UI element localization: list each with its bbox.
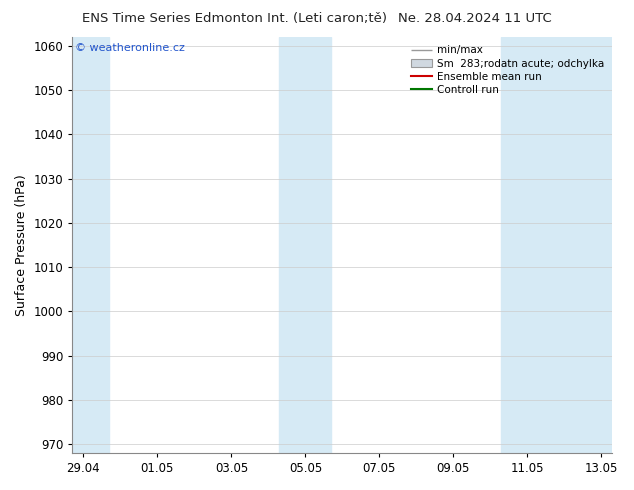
Legend: min/max, Sm  283;rodatn acute; odchylka, Ensemble mean run, Controll run: min/max, Sm 283;rodatn acute; odchylka, … (408, 42, 607, 98)
Bar (280, 37, 332, 453)
Bar (72, 37, 109, 453)
Bar (501, 37, 612, 453)
Text: ENS Time Series Edmonton Int. (Leti caron;tě): ENS Time Series Edmonton Int. (Leti caro… (82, 12, 387, 25)
Y-axis label: Surface Pressure (hPa): Surface Pressure (hPa) (15, 174, 28, 316)
Text: Ne. 28.04.2024 11 UTC: Ne. 28.04.2024 11 UTC (398, 12, 552, 25)
Text: © weatheronline.cz: © weatheronline.cz (75, 43, 185, 53)
